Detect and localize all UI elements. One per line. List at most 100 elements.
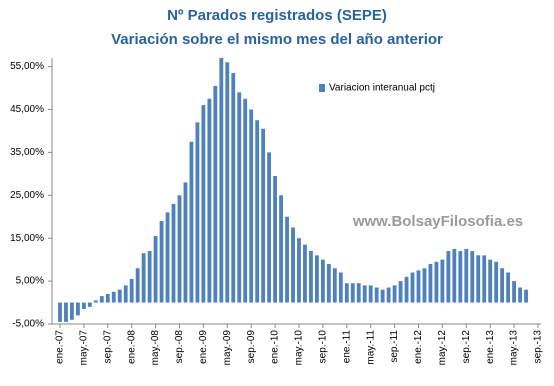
bar: [464, 248, 469, 303]
bar: [225, 62, 230, 303]
bar: [404, 276, 409, 303]
y-tick-label: 45,00%: [10, 104, 44, 115]
bar: [344, 283, 349, 303]
bar: [332, 268, 337, 303]
bar: [410, 272, 415, 303]
x-tick-label: sep.-12: [461, 330, 472, 364]
bar: [356, 283, 361, 303]
bar: [374, 287, 379, 303]
chart-title: Nº Parados registrados (SEPE): [167, 7, 387, 24]
y-tick-label: 5,00%: [16, 276, 44, 287]
x-tick-label: sep.-10: [318, 330, 329, 364]
x-tick-label: ene.-12: [413, 330, 424, 364]
legend-swatch: [319, 84, 325, 92]
x-tick-label: may.-08: [150, 330, 161, 366]
y-tick-label: 35,00%: [10, 147, 44, 158]
bar: [231, 73, 236, 303]
x-tick-label: sep.-11: [389, 330, 400, 363]
bar: [524, 289, 528, 303]
x-tick-label: sep.-09: [246, 330, 257, 364]
bar: [207, 98, 212, 303]
bar: [440, 259, 445, 303]
bar: [129, 278, 134, 303]
bar: [117, 289, 122, 303]
bar: [213, 85, 218, 303]
bar: [153, 236, 158, 303]
y-tick-label: 25,00%: [10, 190, 44, 201]
bar: [422, 268, 427, 303]
bar: [255, 120, 260, 303]
x-tick-label: ene.-10: [270, 330, 281, 364]
x-tick-label: may.-11: [365, 330, 376, 365]
bar: [99, 296, 104, 303]
bar: [350, 283, 355, 303]
bar: [512, 281, 516, 303]
bar: [189, 141, 194, 303]
bar: [261, 128, 266, 303]
bar: [93, 300, 98, 303]
bar: [291, 227, 295, 303]
bar: [446, 251, 451, 303]
bar: [488, 259, 493, 303]
bar: [326, 263, 331, 303]
bar: [135, 268, 140, 303]
x-tick-label: ene.-09: [198, 330, 209, 364]
bar: [398, 281, 403, 303]
bar: [123, 285, 128, 303]
x-tick-label: ene.-07: [55, 330, 66, 364]
bar: [273, 175, 277, 303]
bar: [368, 285, 373, 303]
y-tick-label: 55,00%: [10, 61, 44, 72]
bar: [470, 251, 475, 303]
bar: [249, 109, 254, 303]
x-tick-label: ene.-08: [126, 330, 137, 364]
bar: [177, 195, 182, 303]
x-tick-label: sep.-07: [102, 330, 113, 364]
bar: [458, 251, 463, 303]
bar: [201, 105, 206, 303]
bar: [58, 302, 62, 322]
bar: [315, 255, 319, 303]
x-tick-label: may.-10: [294, 330, 305, 366]
bar: [506, 272, 511, 303]
bar: [195, 122, 200, 303]
bar: [279, 195, 283, 303]
bar: [87, 302, 92, 307]
bar: [309, 251, 313, 303]
bar: [476, 255, 481, 303]
bar: [320, 259, 325, 303]
bar: [81, 302, 86, 309]
bar: [434, 261, 439, 303]
x-tick-label: ene.-11: [341, 330, 352, 364]
x-tick-label: may.-09: [222, 330, 233, 366]
bar: [428, 263, 433, 303]
x-tick-label: may.-13: [509, 330, 520, 366]
bar: [500, 268, 505, 303]
bar: [183, 182, 188, 303]
bar: [237, 92, 242, 303]
x-tick-label: may.-07: [79, 330, 90, 366]
x-tick-label: sep.-13: [533, 330, 544, 364]
bar: [338, 272, 343, 303]
bar: [243, 98, 248, 303]
legend-label: Variacion interanual pctj: [329, 83, 435, 94]
y-tick-label: -5,00%: [12, 319, 44, 330]
x-tick-label: ene.-13: [485, 330, 496, 364]
bar: [303, 244, 307, 303]
bar: [141, 253, 146, 303]
bar: [380, 289, 385, 303]
bar: [64, 302, 68, 322]
bar: [362, 285, 367, 303]
bar: [386, 287, 391, 303]
bar: [518, 287, 522, 303]
bar: [416, 270, 421, 303]
x-tick-label: may.-12: [437, 330, 448, 366]
watermark: www.BolsayFilosofia.es: [352, 213, 523, 230]
bar: [165, 212, 170, 303]
bar: [219, 58, 224, 303]
bar: [494, 261, 499, 303]
bar: [105, 293, 110, 303]
x-tick-label: sep.-08: [174, 330, 185, 364]
bar: [297, 238, 301, 303]
